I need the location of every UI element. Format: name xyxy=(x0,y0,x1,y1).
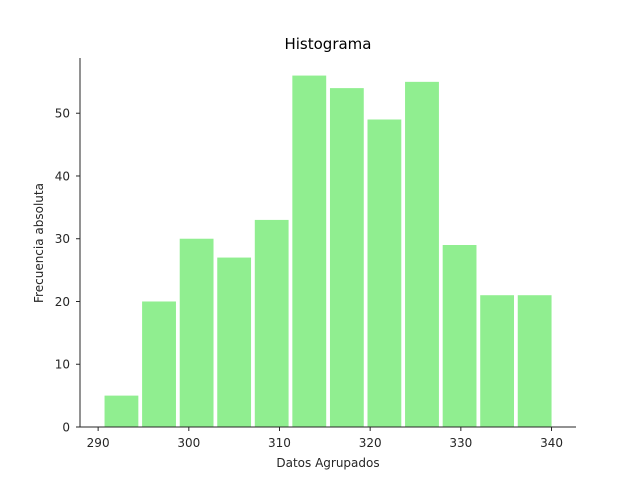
y-tick-label: 10 xyxy=(55,358,70,372)
y-tick-label: 20 xyxy=(55,295,70,309)
histogram-bar xyxy=(217,257,252,427)
y-tick-label: 50 xyxy=(55,107,70,121)
y-tick-label: 0 xyxy=(62,421,70,435)
x-ticks-group: 290 300 310 320 330 340 xyxy=(87,427,563,450)
y-tick-label: 40 xyxy=(55,169,70,183)
histogram-bar xyxy=(480,295,515,427)
histogram-bar xyxy=(179,238,214,427)
x-tick-label: 290 xyxy=(87,436,110,450)
y-axis-label: Frecuencia absoluta xyxy=(32,183,46,303)
histogram-bar xyxy=(292,75,327,427)
histogram-bar xyxy=(254,219,289,427)
x-tick-label: 300 xyxy=(177,436,200,450)
histogram-bar xyxy=(367,119,402,427)
y-tick-label: 30 xyxy=(55,232,70,246)
x-axis-label: Datos Agrupados xyxy=(276,456,379,470)
x-tick-label: 320 xyxy=(359,436,382,450)
histogram-bar xyxy=(442,245,477,427)
bars-group xyxy=(104,75,552,428)
y-ticks-group: 0 10 20 30 40 50 xyxy=(55,107,80,435)
x-tick-label: 340 xyxy=(540,436,563,450)
histogram-bar xyxy=(329,88,364,428)
histogram-bar xyxy=(405,81,439,427)
histogram-bar xyxy=(517,295,552,427)
chart-title: Histograma xyxy=(284,35,371,53)
x-tick-label: 330 xyxy=(449,436,472,450)
x-tick-label: 310 xyxy=(268,436,291,450)
histogram-bar xyxy=(104,395,139,427)
histogram-bar xyxy=(142,301,176,427)
